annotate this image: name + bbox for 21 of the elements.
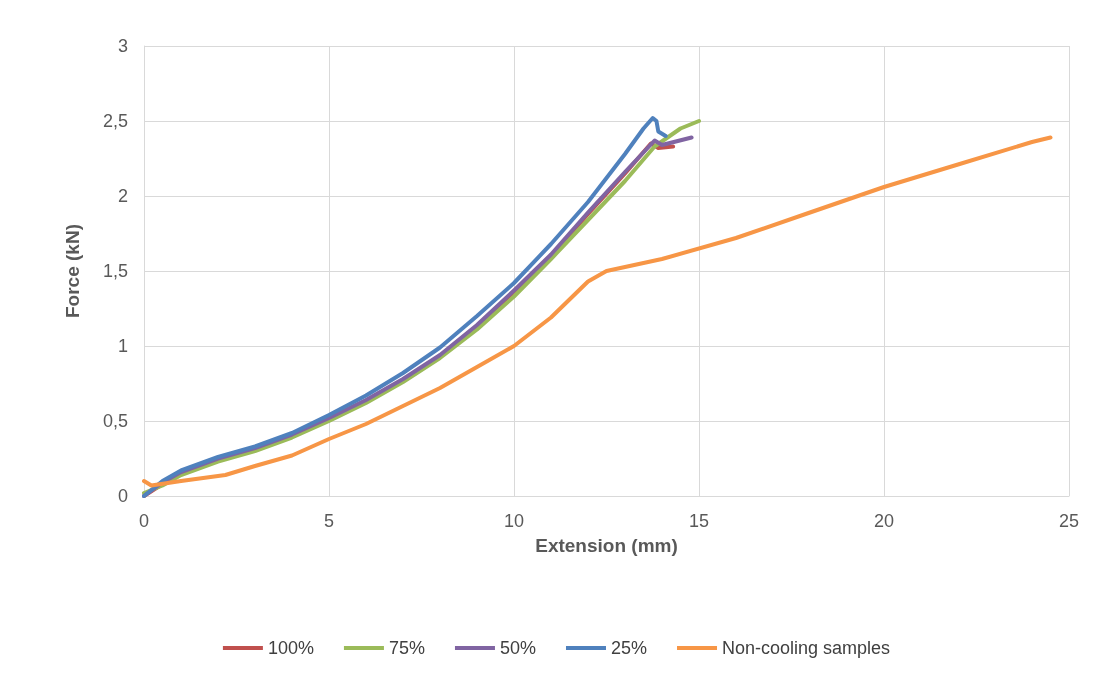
x-tick-label: 25 [1058, 511, 1080, 531]
y-axis-title: Force (kN) [62, 224, 83, 318]
y-tick-label: 0,5 [102, 411, 128, 431]
x-tick-label: 20 [873, 511, 895, 531]
x-axis-title: Extension (mm) [535, 535, 678, 556]
x-tick-label: 15 [688, 511, 710, 531]
y-tick-label: 2 [117, 186, 128, 206]
y-tick-label: 1,5 [102, 261, 128, 281]
y-tick-label: 1 [117, 336, 128, 356]
x-tick-label: 5 [323, 511, 335, 531]
line-series [142, 135, 1053, 488]
y-tick-label: 3 [117, 36, 128, 56]
legend-label: 100% [267, 638, 314, 658]
legend-label: 50% [499, 638, 536, 658]
y-tick-label: 2,5 [102, 111, 128, 131]
x-tick-label: 0 [138, 511, 150, 531]
y-tick-label: 0 [117, 486, 128, 506]
legend-label: Non-cooling samples [722, 638, 891, 658]
legend-label: 25% [610, 638, 648, 658]
x-tick-label: 10 [503, 511, 525, 531]
legend-label: 75% [388, 638, 425, 658]
